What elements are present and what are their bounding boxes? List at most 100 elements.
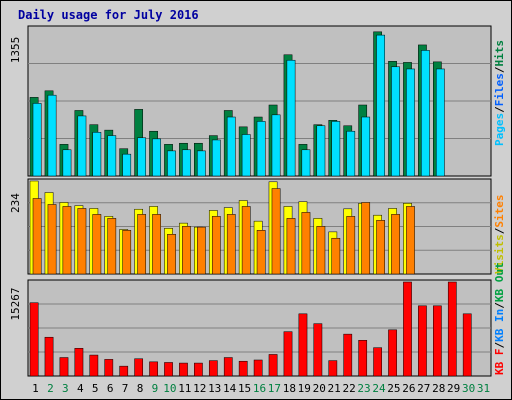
chart-title: Daily usage for July 2016 — [18, 8, 199, 22]
x-tick-label: 6 — [107, 382, 114, 395]
bar-files — [107, 135, 117, 177]
bar-files — [391, 66, 400, 177]
bar-files — [226, 116, 236, 177]
bar-sites — [182, 226, 191, 275]
x-tick-label: 15 — [238, 382, 251, 395]
bar-sites — [32, 198, 42, 275]
x-tick-label: 2 — [47, 382, 54, 395]
x-tick-label: 14 — [223, 382, 237, 395]
bar-kb-f — [447, 281, 457, 377]
x-tick-label: 17 — [268, 382, 281, 395]
legend: Visits/Sites — [493, 195, 506, 275]
bar-files — [182, 149, 191, 177]
bar-sites — [241, 206, 251, 275]
bar-files — [47, 94, 57, 177]
x-tick-label: 23 — [357, 382, 370, 395]
bar-sites — [211, 216, 221, 275]
bar-files — [122, 153, 132, 177]
bar-sites — [286, 218, 296, 275]
bar-sites — [77, 208, 87, 275]
x-tick-label: 25 — [387, 382, 400, 395]
bar-kb-f — [373, 347, 382, 377]
x-tick-label: 30 — [462, 382, 475, 395]
bar-files — [62, 149, 72, 177]
bar-files — [376, 34, 385, 177]
bar-sites — [152, 214, 161, 275]
bar-sites — [197, 226, 206, 275]
bar-kb-f — [44, 336, 54, 377]
bar-kb-f — [208, 360, 218, 377]
bar-sites — [47, 204, 57, 275]
bar-files — [167, 150, 176, 177]
bar-kb-f — [223, 357, 233, 377]
bar-kb-f — [268, 354, 278, 377]
bar-kb-f — [283, 331, 293, 377]
bar-files — [152, 138, 161, 177]
bar-files — [92, 132, 102, 177]
bar-files — [316, 125, 326, 177]
x-tick-label: 18 — [283, 382, 296, 395]
x-tick-label: 20 — [313, 382, 326, 395]
bar-files — [436, 68, 445, 177]
bar-sites — [107, 218, 117, 275]
x-tick-label: 21 — [328, 382, 341, 395]
bar-kb-f — [418, 305, 427, 377]
bar-files — [256, 121, 266, 177]
bar-sites — [331, 237, 341, 275]
bar-kb-f — [164, 362, 173, 377]
x-tick-label: 29 — [447, 382, 460, 395]
bar-kb-f — [104, 359, 114, 377]
bar-sites — [346, 216, 356, 275]
bar-kb-f — [343, 333, 353, 377]
bar-kb-f — [59, 357, 69, 377]
x-tick-label: 19 — [298, 382, 311, 395]
x-tick-label: 22 — [342, 382, 355, 395]
bar-kb-f — [74, 348, 84, 377]
x-tick-label: 1 — [32, 382, 39, 395]
bar-kb-f — [388, 329, 397, 377]
bar-kb-f — [358, 340, 368, 377]
x-tick-label: 28 — [432, 382, 445, 395]
bar-sites — [271, 188, 281, 275]
x-tick-label: 4 — [77, 382, 84, 395]
bar-kb-f — [253, 359, 263, 377]
bar-files — [286, 59, 296, 177]
max-label: 15267 — [9, 287, 22, 320]
bar-sites — [316, 226, 326, 275]
bar-kb-f — [328, 360, 338, 377]
bar-files — [241, 134, 251, 177]
x-tick-label: 5 — [92, 382, 99, 395]
bar-kb-f — [149, 361, 158, 377]
bar-files — [211, 139, 221, 177]
bar-kb-f — [134, 358, 144, 377]
bar-sites — [167, 234, 176, 275]
x-tick-label: 27 — [417, 382, 430, 395]
bar-sites — [226, 214, 236, 275]
x-tick-label: 10 — [163, 382, 176, 395]
x-tick-label: 12 — [193, 382, 206, 395]
bar-sites — [62, 206, 72, 275]
bar-kb-f — [433, 305, 442, 377]
bar-files — [77, 115, 87, 177]
max-label: 1355 — [9, 37, 22, 64]
bar-sites — [406, 206, 415, 275]
x-tick-label: 13 — [208, 382, 221, 395]
legend: KB F/KB In/KB Out — [493, 262, 506, 375]
bar-kb-f — [179, 362, 188, 377]
bar-sites — [92, 214, 102, 275]
bar-kb-f — [298, 313, 308, 377]
bar-kb-f — [462, 313, 472, 377]
bar-files — [271, 114, 281, 177]
bar-files — [197, 150, 206, 177]
bar-sites — [376, 220, 385, 275]
bar-files — [137, 137, 147, 177]
x-tick-label: 7 — [122, 382, 129, 395]
bar-sites — [122, 230, 132, 275]
max-label: 234 — [9, 193, 22, 213]
bar-files — [346, 130, 356, 177]
x-tick-label: 8 — [137, 382, 144, 395]
bar-sites — [361, 202, 371, 275]
bar-kb-f — [313, 323, 323, 377]
x-tick-label: 11 — [178, 382, 191, 395]
